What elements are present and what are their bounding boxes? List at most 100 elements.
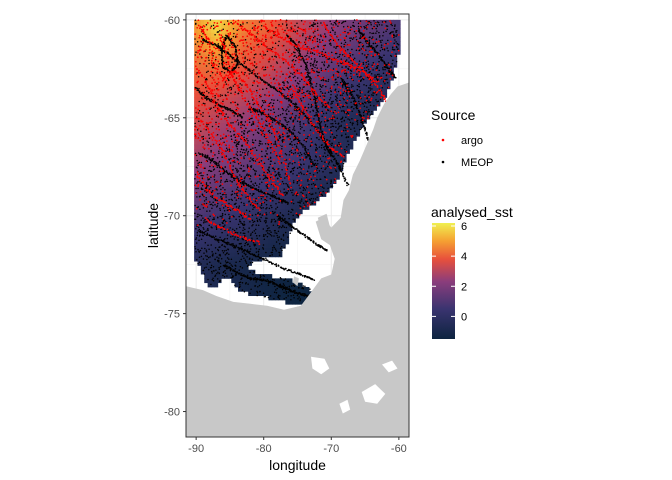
- meop-point: [215, 188, 217, 190]
- sst-cell: [376, 32, 381, 38]
- sst-cell: [221, 243, 225, 249]
- sst-cell: [204, 274, 209, 279]
- meop-point: [219, 173, 222, 176]
- sst-cell: [254, 209, 259, 215]
- sst-cell: [308, 110, 313, 116]
- meop-point: [327, 78, 330, 81]
- sst-cell: [275, 170, 279, 176]
- sst-cell: [227, 187, 232, 193]
- sst-cell: [379, 80, 384, 85]
- sst-cell: [197, 248, 202, 253]
- sst-cell: [261, 114, 266, 120]
- sst-cell: [356, 50, 361, 55]
- sst-cell: [278, 170, 283, 176]
- sst-cell: [315, 179, 320, 184]
- sst-cell: [227, 50, 232, 55]
- sst-cell: [363, 24, 367, 29]
- sst-cell: [359, 58, 364, 64]
- meop-point: [360, 75, 362, 78]
- meop-point: [391, 24, 393, 27]
- meop-point: [251, 117, 253, 120]
- sst-cell: [254, 196, 259, 202]
- meop-point: [312, 110, 315, 112]
- sst-cell: [288, 54, 293, 60]
- sst-cell: [207, 269, 212, 275]
- meop-point: [210, 149, 212, 152]
- sst-cell: [207, 170, 212, 176]
- meop-point: [200, 188, 203, 190]
- sst-cell: [258, 166, 263, 172]
- sst-cell: [268, 80, 273, 85]
- meop-point: [198, 235, 201, 237]
- sst-cell: [217, 261, 222, 266]
- sst-cell: [349, 19, 354, 25]
- meop-point: [254, 285, 257, 287]
- sst-cell: [352, 123, 357, 128]
- meop-point: [282, 235, 285, 237]
- sst-cell: [271, 71, 276, 77]
- sst-cell: [373, 19, 377, 25]
- sst-cell: [268, 274, 273, 279]
- meop-point: [304, 55, 306, 58]
- meop-point: [233, 141, 236, 144]
- sst-cell: [305, 54, 310, 60]
- meop-point: [299, 204, 301, 207]
- meop-point: [216, 272, 218, 275]
- meop-point: [368, 90, 370, 92]
- sst-cell: [302, 41, 307, 47]
- meop-point: [374, 74, 376, 76]
- meop-point: [371, 88, 373, 90]
- sst-cell: [238, 205, 242, 210]
- meop-point: [314, 66, 316, 68]
- sst-cell: [197, 110, 202, 116]
- meop-point: [364, 54, 366, 56]
- meop-point: [261, 100, 264, 102]
- sst-cell: [312, 93, 317, 98]
- sst-cell: [322, 101, 327, 107]
- sst-cell: [227, 80, 232, 85]
- sst-cell: [254, 118, 259, 124]
- sst-cell: [288, 226, 293, 232]
- sst-cell: [261, 37, 266, 42]
- meop-point: [217, 98, 219, 101]
- meop-point: [200, 172, 202, 174]
- sst-cell: [227, 118, 232, 124]
- meop-point: [334, 165, 336, 167]
- sst-cell: [288, 157, 293, 163]
- sst-cell: [305, 24, 310, 29]
- meop-point: [324, 125, 326, 127]
- sst-cell: [238, 269, 242, 275]
- sst-cell: [231, 192, 236, 197]
- meop-point: [295, 115, 297, 117]
- sst-cell: [312, 179, 317, 184]
- sst-cell: [312, 67, 317, 72]
- sst-cell: [214, 248, 219, 253]
- meop-point: [253, 53, 256, 56]
- sst-cell: [214, 282, 219, 288]
- sst-cell: [224, 196, 229, 202]
- sst-cell: [379, 32, 384, 38]
- meop-point: [312, 193, 314, 195]
- sst-cell: [332, 174, 337, 180]
- meop-point: [315, 164, 318, 167]
- sst-cell: [339, 62, 344, 68]
- sst-cell: [278, 93, 283, 98]
- sst-cell: [224, 123, 229, 128]
- meop-point: [241, 144, 243, 146]
- sst-cell: [194, 230, 198, 236]
- sst-cell: [386, 24, 391, 29]
- sst-cell: [217, 239, 222, 245]
- sst-cell: [204, 174, 209, 180]
- sst-cell: [278, 166, 283, 172]
- sst-cell: [319, 131, 323, 137]
- meop-point: [258, 235, 261, 237]
- meop-point: [224, 224, 226, 226]
- sst-cell: [302, 187, 307, 193]
- sst-cell: [308, 41, 313, 47]
- sst-cell: [241, 213, 246, 219]
- meop-point: [311, 64, 314, 66]
- sst-cell: [194, 88, 198, 94]
- sst-cell: [194, 45, 198, 51]
- sst-cell: [275, 149, 279, 154]
- sst-cell: [278, 144, 283, 150]
